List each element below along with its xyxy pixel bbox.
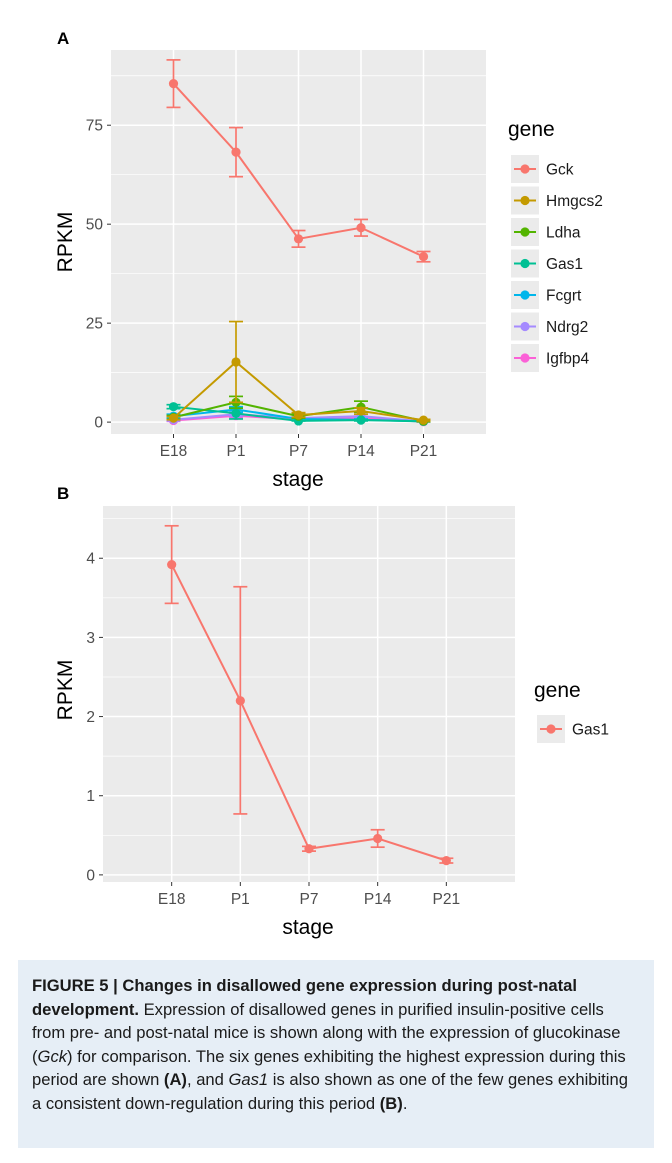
legend-label: Ldha bbox=[546, 225, 581, 242]
legend-item-gas1: Gas1 bbox=[537, 715, 609, 743]
panel-b-y-ticks: 0 1 2 3 4 bbox=[86, 551, 103, 884]
panel-a-x-tick-label: P1 bbox=[227, 443, 246, 460]
series-gas1-point bbox=[304, 844, 314, 854]
figure-caption: FIGURE 5 | Changes in disallowed gene ex… bbox=[32, 974, 638, 1116]
panel-b-x-tick-label: P21 bbox=[433, 891, 461, 908]
panel-label-b: B bbox=[57, 484, 69, 503]
panel-b-y-tick-label: 1 bbox=[86, 788, 95, 805]
series-gas1-point bbox=[373, 833, 383, 844]
legend-key-point bbox=[520, 258, 530, 269]
panel-a-x-tick-label: P14 bbox=[347, 443, 375, 460]
panel-b-legend: gene Gas1 bbox=[534, 679, 609, 743]
panel-b-legend-title: gene bbox=[534, 679, 581, 702]
legend-label: Hmgcs2 bbox=[546, 193, 603, 210]
legend-item-ldha: Ldha bbox=[511, 218, 581, 246]
panel-a-x-axis-label: stage bbox=[272, 468, 323, 491]
panel-b-y-tick-label: 3 bbox=[86, 630, 95, 647]
legend-label: Fcgrt bbox=[546, 288, 582, 305]
legend-item-gck: Gck bbox=[511, 155, 574, 183]
series-hmgcs2-point bbox=[231, 357, 241, 367]
panel-a-x-tick-label: P21 bbox=[410, 443, 438, 460]
caption-gene-gas1: Gas1 bbox=[228, 1070, 269, 1090]
panel-a-y-axis-label: RPKM bbox=[54, 212, 77, 273]
panel-a-legend: gene Gck Hmgcs2 Ldha Gas1 Fcgrt Ndrg2 Igfbp4 bbox=[508, 118, 603, 372]
legend-key-point bbox=[520, 353, 530, 363]
panel-b-y-tick-label: 4 bbox=[86, 551, 95, 568]
panel-a-x-tick-label: P7 bbox=[289, 443, 308, 460]
series-hmgcs2 bbox=[166, 320, 431, 425]
panel-b-y-tick-label: 0 bbox=[86, 867, 95, 884]
series-gck-point bbox=[418, 252, 429, 262]
legend-item-ndrg2: Ndrg2 bbox=[511, 312, 588, 341]
caption-gene-gck: Gck bbox=[37, 1046, 68, 1066]
legend-key-point bbox=[546, 724, 556, 734]
legend-key-point bbox=[520, 227, 530, 237]
panel-a-y-ticks: 0 25 50 75 bbox=[86, 118, 111, 432]
legend-key-point bbox=[520, 290, 530, 300]
panel-a-y-tick-label: 75 bbox=[86, 118, 103, 135]
series-gas1-point bbox=[167, 559, 177, 570]
legend-label: Gck bbox=[546, 162, 574, 179]
panel-a: 0 25 50 75 E18 P1 P7 P14 P21 stage RPKM gene Gc… bbox=[54, 50, 603, 491]
legend-label: Ndrg2 bbox=[546, 319, 588, 336]
panel-b-x-ticks: E18 P1 P7 P14 P21 bbox=[158, 882, 460, 908]
panel-a-x-ticks: E18 P1 P7 P14 P21 bbox=[160, 434, 438, 460]
legend-label: Gas1 bbox=[572, 722, 609, 739]
panel-label-a: A bbox=[57, 29, 69, 48]
panel-b-x-tick-label: P1 bbox=[231, 891, 250, 908]
series-gas1-point bbox=[231, 408, 241, 419]
legend-label: Igfbp4 bbox=[546, 351, 589, 368]
panel-a-y-tick-label: 50 bbox=[86, 217, 104, 234]
series-gas1-point bbox=[441, 856, 451, 866]
series-hmgcs2-point bbox=[356, 406, 366, 416]
legend-item-gas1: Gas1 bbox=[511, 249, 583, 278]
series-hmgcs2-point bbox=[168, 413, 179, 423]
panel-b-y-tick-label: 2 bbox=[86, 709, 95, 726]
legend-item-igfbp4: Igfbp4 bbox=[511, 344, 589, 372]
series-gck-point bbox=[293, 234, 304, 244]
caption-ref-a: (A) bbox=[163, 1070, 187, 1090]
panel-a-y-tick-label: 0 bbox=[94, 415, 103, 432]
legend-item-hmgcs2: Hmgcs2 bbox=[511, 186, 603, 215]
caption-text-4: is also shown as one of the few genes ex… bbox=[32, 1070, 628, 1113]
series-hmgcs2-point bbox=[418, 415, 429, 425]
panel-b-x-axis-label: stage bbox=[282, 916, 333, 939]
panel-b-series bbox=[164, 524, 454, 866]
panel-b-x-tick-label: P14 bbox=[364, 891, 392, 908]
legend-key-point bbox=[520, 164, 530, 174]
series-gck-point bbox=[356, 223, 366, 233]
panel-b: 0 1 2 3 4 E18 P1 P7 P14 P21 stage RPKM gene Gas1 bbox=[54, 506, 609, 939]
series-gas1-point bbox=[235, 696, 245, 706]
caption-ref-b: (B) bbox=[379, 1093, 403, 1113]
series-gas1 bbox=[164, 524, 454, 866]
panel-b-y-axis-label: RPKM bbox=[54, 660, 77, 721]
panel-b-x-tick-label: P7 bbox=[300, 891, 319, 908]
series-gas1-point bbox=[168, 402, 179, 412]
legend-key-point bbox=[520, 321, 530, 332]
figure-caption-box: FIGURE 5 | Changes in disallowed gene ex… bbox=[18, 960, 654, 1148]
series-gck-point bbox=[231, 147, 241, 157]
caption-text-3: , and bbox=[186, 1070, 229, 1090]
panel-a-legend-title: gene bbox=[508, 118, 555, 141]
caption-title: FIGURE 5 | Changes in disallowed gene ex… bbox=[32, 976, 577, 1019]
caption-text-2: ) for comparison. The six genes exhibiti… bbox=[32, 1046, 626, 1090]
panel-a-x-tick-label: E18 bbox=[160, 443, 188, 460]
caption-text-1: Expression of disallowed genes in purifi… bbox=[32, 999, 621, 1066]
caption-text-5: . bbox=[402, 1093, 408, 1113]
panel-a-series bbox=[166, 59, 431, 427]
legend-key-point bbox=[520, 195, 530, 206]
series-hmgcs2-point bbox=[293, 410, 304, 420]
legend-label: Gas1 bbox=[546, 256, 583, 273]
panel-b-x-tick-label: E18 bbox=[158, 891, 186, 908]
panel-a-y-tick-label: 25 bbox=[86, 316, 103, 333]
series-gck-point bbox=[168, 79, 179, 89]
series-gck bbox=[166, 59, 431, 263]
series-gas1-point bbox=[356, 415, 366, 425]
legend-item-fcgrt: Fcgrt bbox=[511, 281, 582, 309]
